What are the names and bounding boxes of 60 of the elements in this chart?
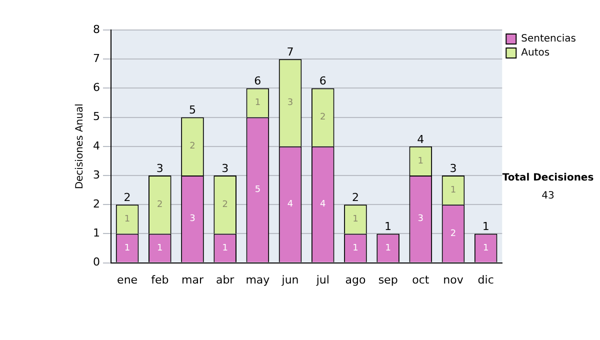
x-tick-label: mar xyxy=(181,273,204,286)
data-label: 2 xyxy=(190,142,196,152)
y-tick-label: 0 xyxy=(93,256,100,269)
x-tick-label: ene xyxy=(117,273,138,286)
data-label: 1 xyxy=(124,243,130,254)
total-label: 4 xyxy=(417,132,424,146)
x-tick-label: nov xyxy=(443,273,464,286)
data-label: 1 xyxy=(385,243,391,254)
x-tick-label: jun xyxy=(280,273,299,286)
data-label: 1 xyxy=(222,243,228,254)
y-tick-label: 7 xyxy=(93,52,100,65)
total-label: 7 xyxy=(286,45,294,58)
data-label: 1 xyxy=(450,185,456,196)
y-tick-label: 8 xyxy=(93,22,100,36)
total-label: 6 xyxy=(254,74,262,88)
total-label: 3 xyxy=(450,162,457,175)
y-tick-label: 2 xyxy=(93,197,100,210)
total-label: 1 xyxy=(384,220,392,234)
data-label: 1 xyxy=(418,156,424,166)
data-label: 1 xyxy=(124,214,130,224)
total-label: 2 xyxy=(124,190,131,204)
data-label: 4 xyxy=(320,200,326,210)
text: Total Decisiones xyxy=(502,172,594,184)
x-tick-label: ago xyxy=(345,273,366,286)
data-label: 2 xyxy=(320,112,326,123)
x-tick-label: sep xyxy=(378,273,398,286)
x-tick-label: feb xyxy=(151,273,169,286)
y-tick-label: 4 xyxy=(93,139,100,152)
data-label: 3 xyxy=(287,98,294,108)
data-label: 1 xyxy=(254,98,261,108)
y-axis-title: Decisiones Anual xyxy=(74,104,86,190)
data-label: 1 xyxy=(482,243,489,254)
data-label: 2 xyxy=(222,200,228,210)
data-label: 1 xyxy=(352,243,358,254)
data-label: 1 xyxy=(157,243,163,254)
y-tick-label: 6 xyxy=(93,81,100,94)
legend-label: Sentencias xyxy=(521,34,576,45)
y-tick-label: 5 xyxy=(93,110,100,124)
data-label: 2 xyxy=(157,200,163,210)
total-label: 5 xyxy=(188,104,196,117)
x-tick-label: jul xyxy=(315,273,330,286)
total-label: 6 xyxy=(319,74,326,88)
x-tick-label: abr xyxy=(216,273,235,286)
data-label: 4 xyxy=(287,200,294,210)
total-label: 1 xyxy=(482,220,490,234)
data-label: 5 xyxy=(254,185,261,196)
x-tick-label: dic xyxy=(478,273,494,286)
data-label: 3 xyxy=(418,214,424,224)
total-label: 3 xyxy=(156,162,164,175)
text: 43 xyxy=(542,190,554,202)
total-label: 3 xyxy=(222,162,229,175)
y-tick-label: 3 xyxy=(93,168,100,182)
total-label: 2 xyxy=(352,190,359,204)
legend-label: Autos xyxy=(521,48,550,59)
data-label: 2 xyxy=(450,228,456,239)
x-tick-label: oct xyxy=(412,273,430,286)
x-tick-label: may xyxy=(246,273,270,286)
data-label: 1 xyxy=(352,214,358,224)
data-label: 3 xyxy=(190,214,196,224)
y-tick-label: 1 xyxy=(93,226,100,240)
